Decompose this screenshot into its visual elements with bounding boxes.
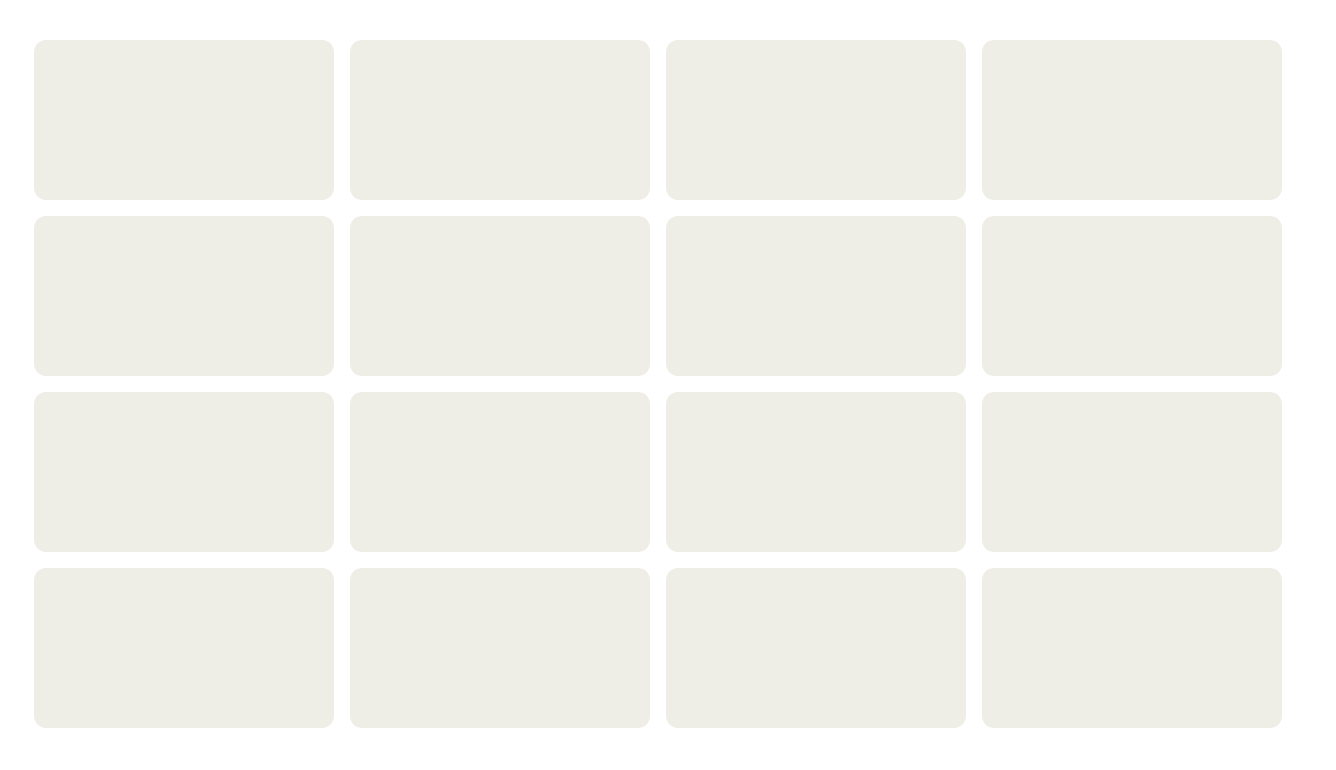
- grid-card-13[interactable]: [34, 568, 334, 728]
- grid-card-16[interactable]: [982, 568, 1282, 728]
- grid-card-9[interactable]: [34, 392, 334, 552]
- grid-card-2[interactable]: [350, 40, 650, 200]
- grid-card-11[interactable]: [666, 392, 966, 552]
- grid-card-7[interactable]: [666, 216, 966, 376]
- grid-card-15[interactable]: [666, 568, 966, 728]
- grid-card-14[interactable]: [350, 568, 650, 728]
- grid-card-12[interactable]: [982, 392, 1282, 552]
- grid-card-3[interactable]: [666, 40, 966, 200]
- grid-card-1[interactable]: [34, 40, 334, 200]
- grid-card-10[interactable]: [350, 392, 650, 552]
- card-grid: [34, 40, 1282, 728]
- grid-card-4[interactable]: [982, 40, 1282, 200]
- grid-card-6[interactable]: [350, 216, 650, 376]
- grid-card-8[interactable]: [982, 216, 1282, 376]
- grid-card-5[interactable]: [34, 216, 334, 376]
